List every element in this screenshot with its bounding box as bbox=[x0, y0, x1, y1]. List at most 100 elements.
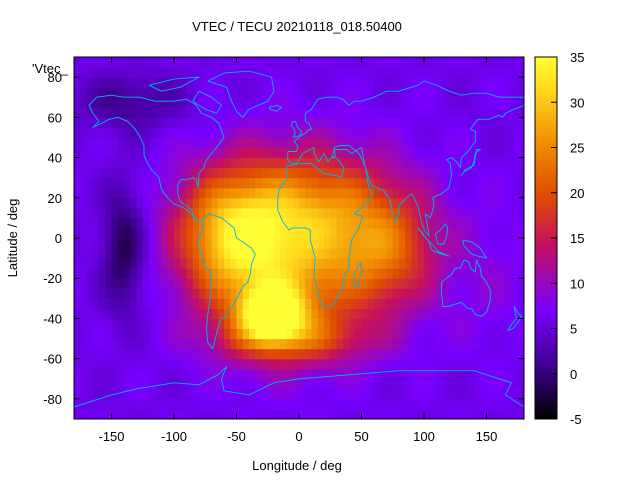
heatmap-cell bbox=[367, 57, 375, 68]
heatmap-cell bbox=[386, 368, 394, 380]
heatmap-cell bbox=[255, 288, 263, 299]
heatmap-cell bbox=[236, 408, 244, 419]
heatmap-cell bbox=[286, 258, 294, 269]
heatmap-cell bbox=[392, 338, 400, 350]
heatmap-cell bbox=[511, 358, 519, 370]
heatmap-cell bbox=[230, 217, 238, 229]
heatmap-cell bbox=[342, 358, 350, 370]
heatmap-cell bbox=[105, 268, 113, 279]
heatmap-cell bbox=[149, 308, 156, 320]
heatmap-cell bbox=[180, 157, 188, 169]
heatmap-cell bbox=[142, 388, 150, 400]
heatmap-cell bbox=[105, 117, 113, 128]
heatmap-cell bbox=[324, 248, 331, 259]
heatmap-cell bbox=[461, 97, 469, 108]
heatmap-cell bbox=[511, 328, 519, 340]
heatmap-cell bbox=[430, 97, 438, 108]
heatmap-cell bbox=[399, 308, 406, 320]
heatmap-cell bbox=[242, 308, 250, 320]
heatmap-cell bbox=[92, 77, 100, 88]
heatmap-cell bbox=[249, 238, 256, 249]
heatmap-cell bbox=[424, 388, 431, 400]
heatmap-cell bbox=[299, 87, 306, 98]
y-tick-label: 40 bbox=[48, 151, 62, 166]
heatmap-cell bbox=[317, 137, 325, 149]
heatmap-cell bbox=[492, 197, 500, 209]
heatmap-cell bbox=[417, 187, 425, 199]
heatmap-cell bbox=[249, 328, 256, 340]
heatmap-cell bbox=[192, 378, 200, 390]
heatmap-cell bbox=[167, 167, 175, 179]
heatmap-cell bbox=[261, 87, 269, 98]
heatmap-cell bbox=[149, 338, 156, 350]
heatmap-cell bbox=[142, 217, 150, 229]
heatmap-cell bbox=[492, 338, 500, 350]
heatmap-cell bbox=[167, 348, 175, 360]
y-tick-label: -60 bbox=[43, 352, 62, 367]
heatmap-cell bbox=[380, 248, 388, 259]
heatmap-cell bbox=[399, 97, 406, 108]
heatmap-cell bbox=[324, 167, 331, 179]
heatmap-cell bbox=[280, 147, 288, 159]
heatmap-cell bbox=[167, 288, 175, 299]
heatmap-cell bbox=[149, 87, 156, 98]
heatmap-cell bbox=[249, 197, 256, 209]
heatmap-cell bbox=[230, 408, 238, 419]
heatmap-cell bbox=[517, 127, 524, 139]
heatmap-cell bbox=[367, 177, 375, 189]
heatmap-cell bbox=[474, 318, 481, 330]
heatmap-cell bbox=[386, 348, 394, 360]
heatmap-cell bbox=[199, 177, 206, 189]
heatmap-cell bbox=[355, 348, 363, 360]
heatmap-cell bbox=[449, 187, 456, 199]
heatmap-cell bbox=[92, 308, 100, 320]
heatmap-cell bbox=[242, 328, 250, 340]
heatmap-cell bbox=[274, 187, 281, 199]
heatmap-cell bbox=[330, 157, 338, 169]
heatmap-cell bbox=[274, 157, 281, 169]
heatmap-cell bbox=[505, 408, 513, 419]
heatmap-cell bbox=[136, 368, 144, 380]
heatmap-cell bbox=[80, 368, 88, 380]
heatmap-cell bbox=[92, 177, 100, 189]
heatmap-cell bbox=[517, 248, 524, 259]
heatmap-cell bbox=[236, 348, 244, 360]
heatmap-cell bbox=[436, 127, 444, 139]
heatmap-cell bbox=[311, 57, 319, 68]
heatmap-cell bbox=[236, 258, 244, 269]
heatmap-cell bbox=[249, 57, 256, 68]
heatmap-cell bbox=[305, 308, 313, 320]
heatmap-cell bbox=[174, 408, 181, 419]
heatmap-cell bbox=[505, 217, 513, 229]
heatmap-cell bbox=[180, 197, 188, 209]
heatmap-cell bbox=[449, 318, 456, 330]
heatmap-cell bbox=[292, 328, 300, 340]
heatmap-cell bbox=[80, 308, 88, 320]
heatmap-cell bbox=[242, 268, 250, 279]
heatmap-cell bbox=[155, 388, 163, 400]
heatmap-cell bbox=[411, 278, 419, 289]
heatmap-cell bbox=[199, 227, 206, 239]
heatmap-cell bbox=[317, 87, 325, 98]
heatmap-cell bbox=[105, 167, 113, 179]
heatmap-cell bbox=[349, 67, 356, 78]
heatmap-cell bbox=[374, 227, 381, 239]
heatmap-cell bbox=[111, 107, 119, 118]
heatmap-cell bbox=[380, 127, 388, 139]
heatmap-cell bbox=[449, 107, 456, 118]
heatmap-cell bbox=[392, 137, 400, 149]
heatmap-cell bbox=[424, 278, 431, 289]
heatmap-cell bbox=[242, 147, 250, 159]
heatmap-cell bbox=[411, 77, 419, 88]
heatmap-cell bbox=[455, 388, 463, 400]
heatmap-cell bbox=[92, 207, 100, 219]
heatmap-cell bbox=[517, 77, 524, 88]
heatmap-cell bbox=[130, 398, 138, 410]
coast-indonesia bbox=[417, 227, 450, 257]
heatmap-cell bbox=[480, 308, 488, 320]
heatmap-cell bbox=[74, 308, 81, 320]
heatmap-cell bbox=[461, 278, 469, 289]
heatmap-cell bbox=[374, 197, 381, 209]
heatmap-cell bbox=[317, 147, 325, 159]
heatmap-cell bbox=[155, 187, 163, 199]
